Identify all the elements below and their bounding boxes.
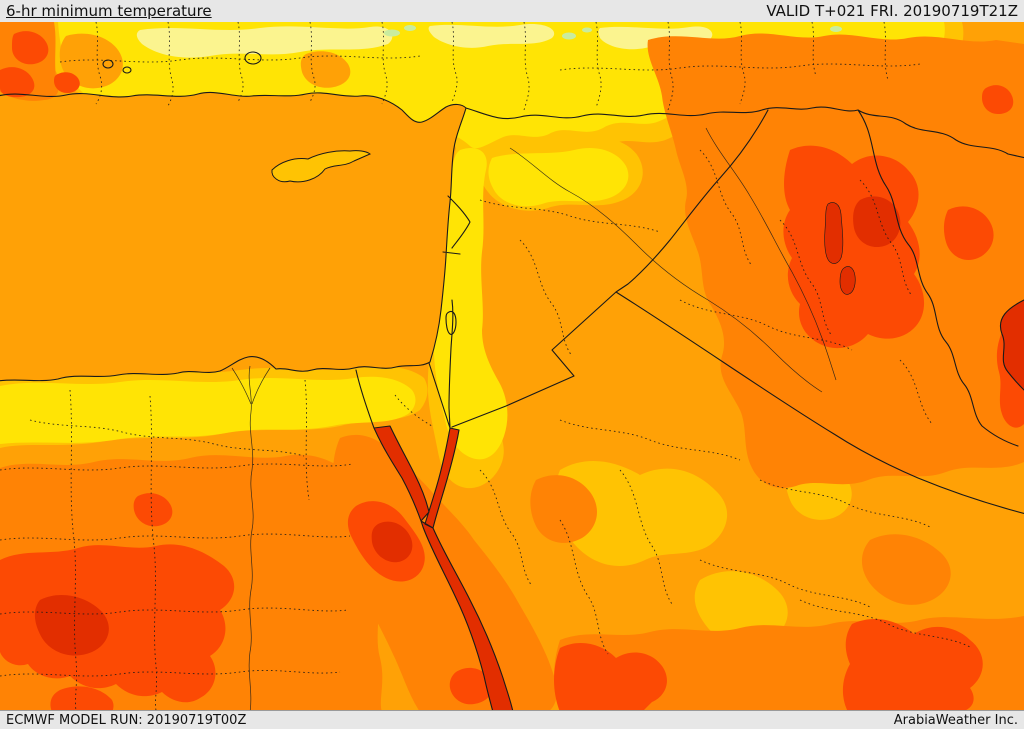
yellow-temperature-bands bbox=[0, 22, 945, 460]
model-run-label: ECMWF MODEL RUN: 20190719T00Z bbox=[6, 712, 247, 728]
temperature-map bbox=[0, 22, 1024, 710]
dark-orange-regions bbox=[0, 22, 1024, 710]
province-borders-dotted bbox=[0, 22, 973, 710]
pale-yellow-streaks bbox=[136, 24, 713, 58]
coastlines-and-country-borders bbox=[0, 51, 1024, 710]
cyprus-island bbox=[271, 150, 371, 183]
mediterranean-sea-and-orange-patches bbox=[0, 33, 744, 381]
rivers bbox=[231, 127, 837, 710]
border-line-layer bbox=[0, 22, 1024, 710]
footer-bar: ECMWF MODEL RUN: 20190719T00Z ArabiaWeat… bbox=[0, 710, 1024, 729]
valid-time-label: VALID T+021 FRI. 20190719T21Z bbox=[766, 2, 1018, 20]
header-bar: 6-hr minimum temperature VALID T+021 FRI… bbox=[0, 0, 1024, 22]
iraq-lakes bbox=[824, 202, 856, 295]
temperature-fill-layer bbox=[0, 22, 1024, 710]
map-title: 6-hr minimum temperature bbox=[6, 2, 212, 20]
credit-label: ArabiaWeather Inc. bbox=[893, 712, 1018, 728]
